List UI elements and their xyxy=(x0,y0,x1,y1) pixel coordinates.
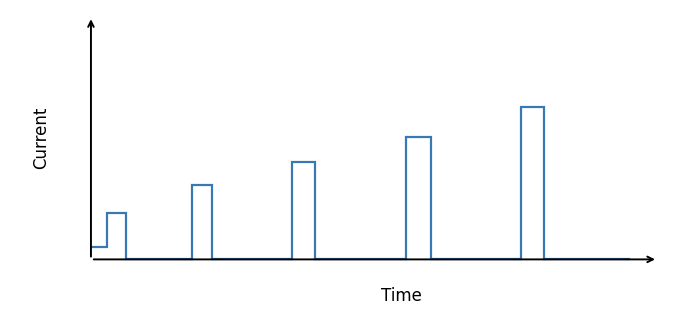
Text: Time: Time xyxy=(381,287,422,305)
Text: Current: Current xyxy=(31,107,49,169)
